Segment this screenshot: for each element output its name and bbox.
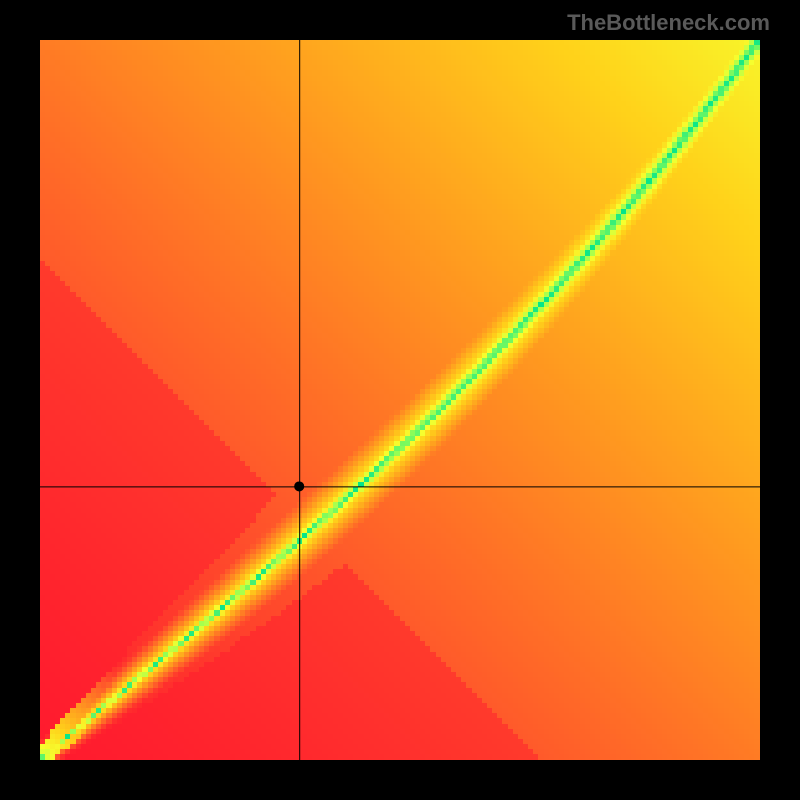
chart-container: TheBottleneck.com (0, 0, 800, 800)
bottleneck-heatmap (40, 40, 760, 760)
watermark-text: TheBottleneck.com (567, 10, 770, 36)
